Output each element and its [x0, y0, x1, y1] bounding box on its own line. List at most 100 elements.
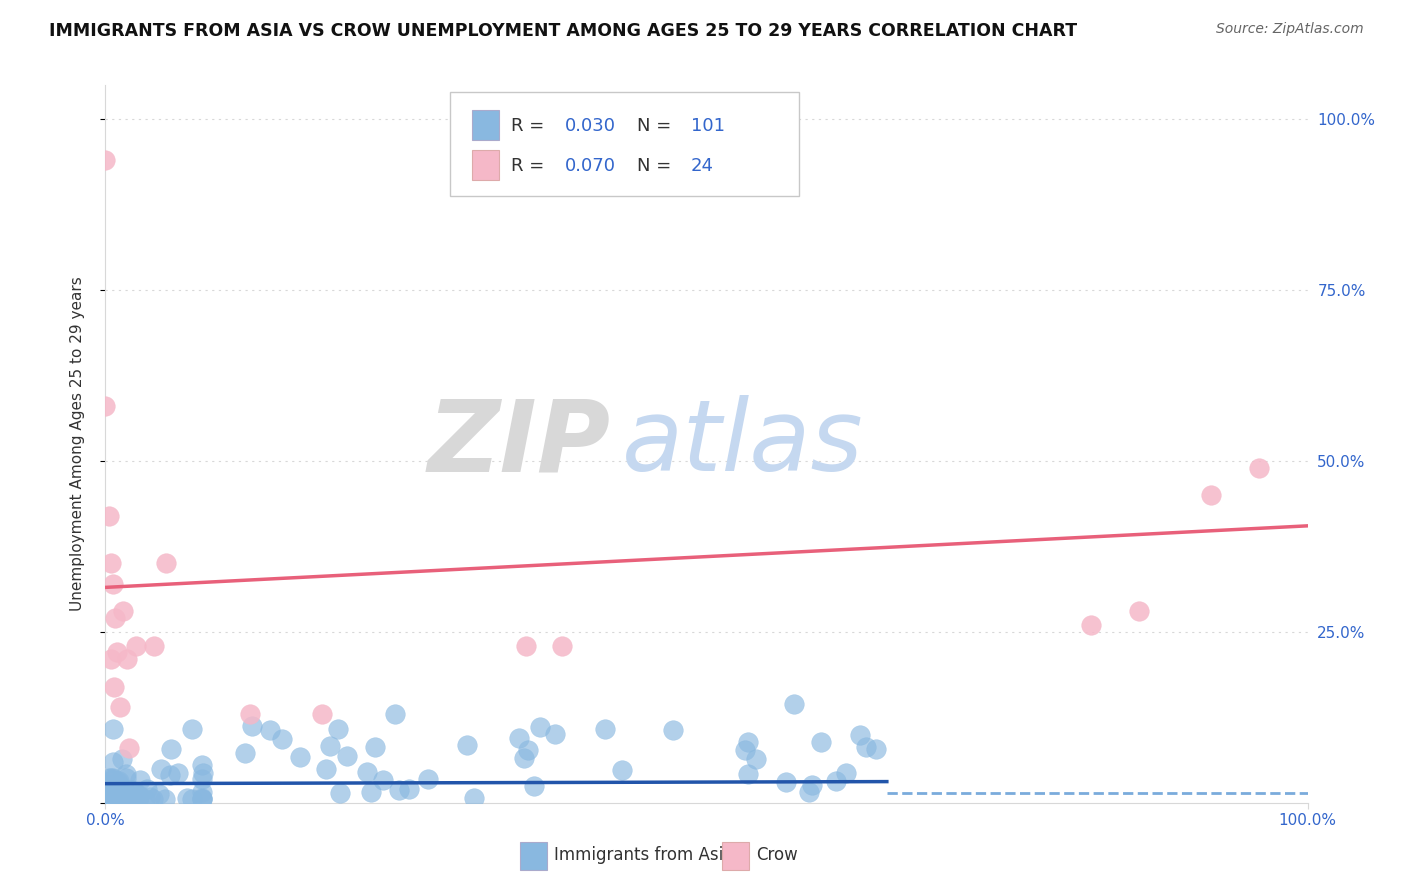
Point: [107, 774, 129, 789]
Point: [142, 639, 165, 653]
Point: [329, 786, 352, 800]
Point: [107, 792, 129, 806]
Point: [98, 772, 121, 786]
Point: [190, 792, 212, 806]
Point: [97, 779, 120, 793]
Point: [1080, 618, 1102, 632]
Point: [115, 767, 138, 781]
Text: Source: ZipAtlas.com: Source: ZipAtlas.com: [1216, 22, 1364, 37]
Point: [181, 722, 204, 736]
Point: [190, 758, 212, 772]
Point: [103, 779, 125, 793]
Point: [128, 773, 150, 788]
Text: N =: N =: [637, 117, 676, 135]
Point: [1249, 460, 1271, 475]
Point: [100, 788, 122, 802]
Point: [181, 792, 204, 806]
Point: [799, 785, 821, 799]
Point: [176, 791, 198, 805]
Point: [104, 611, 127, 625]
Point: [744, 752, 766, 766]
Point: [101, 722, 124, 736]
Point: [515, 639, 537, 653]
Point: [155, 557, 177, 571]
Text: Crow: Crow: [756, 847, 797, 864]
Point: [100, 789, 122, 803]
Point: [416, 772, 439, 786]
Point: [456, 738, 478, 752]
Point: [100, 652, 122, 666]
Point: [360, 785, 382, 799]
Point: [124, 639, 146, 653]
Point: [190, 791, 212, 805]
Point: [96, 782, 118, 797]
Point: [103, 792, 125, 806]
Text: ZIP: ZIP: [427, 395, 610, 492]
Text: atlas: atlas: [623, 395, 865, 492]
Point: [734, 742, 756, 756]
Point: [108, 779, 131, 793]
Point: [661, 723, 683, 738]
Text: R =: R =: [510, 117, 550, 135]
Point: [94, 399, 117, 413]
Point: [855, 740, 877, 755]
Point: [825, 773, 848, 788]
Point: [865, 742, 887, 756]
Point: [543, 727, 565, 741]
Text: Immigrants from Asia: Immigrants from Asia: [554, 847, 733, 864]
Point: [115, 652, 138, 666]
Point: [100, 557, 122, 571]
Bar: [472, 110, 499, 140]
Point: [834, 765, 856, 780]
Point: [101, 773, 124, 788]
Point: [128, 789, 150, 803]
Text: N =: N =: [637, 157, 676, 175]
Point: [371, 773, 394, 788]
Point: [115, 771, 138, 785]
Point: [159, 741, 181, 756]
Point: [148, 787, 170, 801]
Point: [775, 774, 797, 789]
Point: [1201, 488, 1223, 502]
Point: [315, 762, 337, 776]
Point: [593, 722, 616, 736]
Point: [128, 789, 150, 803]
Point: [121, 789, 143, 804]
Point: [134, 792, 156, 806]
Point: [98, 508, 121, 523]
Point: [111, 788, 134, 802]
Point: [139, 790, 162, 805]
Point: [190, 792, 212, 806]
Point: [190, 772, 212, 786]
Point: [136, 781, 159, 796]
Point: [319, 739, 342, 753]
Point: [111, 752, 134, 766]
Point: [112, 604, 135, 618]
Point: [848, 728, 870, 742]
Point: [233, 746, 256, 760]
Point: [259, 723, 281, 737]
Point: [508, 731, 530, 745]
Point: [101, 771, 124, 785]
Point: [100, 771, 122, 785]
Point: [105, 792, 128, 806]
Point: [800, 778, 823, 792]
Point: [120, 783, 142, 797]
Point: [311, 706, 333, 721]
Point: [463, 791, 485, 805]
Point: [551, 639, 574, 653]
Point: [240, 719, 263, 733]
Point: [191, 765, 214, 780]
Point: [517, 742, 540, 756]
Point: [96, 789, 118, 804]
Bar: [472, 150, 499, 180]
Point: [107, 792, 129, 806]
Point: [96, 786, 118, 800]
Text: 24: 24: [690, 157, 714, 175]
Bar: [520, 842, 547, 870]
Point: [1128, 604, 1150, 618]
Point: [328, 722, 350, 736]
Point: [523, 779, 546, 793]
Text: 101: 101: [690, 117, 725, 135]
Point: [121, 789, 143, 803]
